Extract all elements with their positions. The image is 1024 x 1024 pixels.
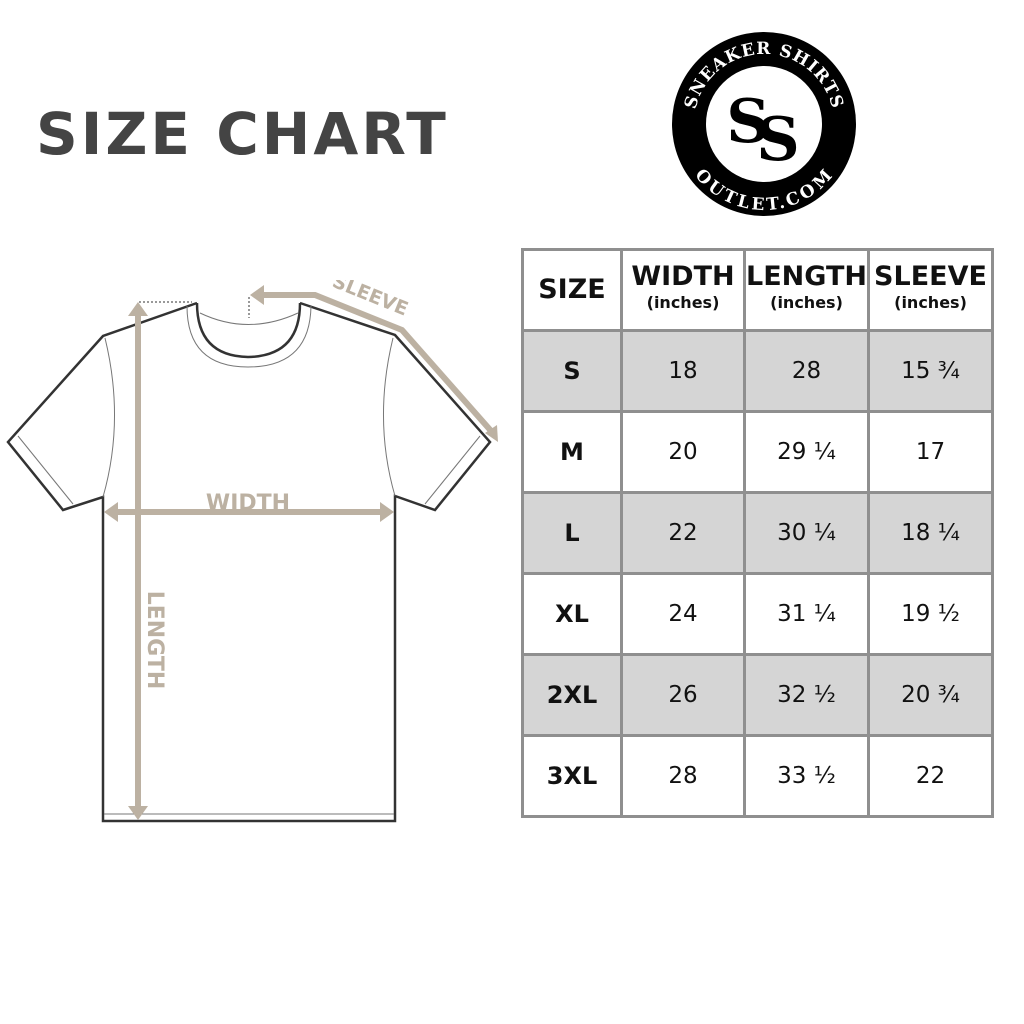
cell-length: 31 ¼ xyxy=(743,572,870,656)
table-row: 3XL 28 33 ½ 22 xyxy=(521,734,994,818)
cell-size: 3XL xyxy=(521,734,623,818)
cell-length: 29 ¼ xyxy=(743,410,870,494)
table-row: 2XL 26 32 ½ 20 ¾ xyxy=(521,653,994,737)
cell-length: 33 ½ xyxy=(743,734,870,818)
table-row: XL 24 31 ¼ 19 ½ xyxy=(521,572,994,656)
header-width: WIDTH (inches) xyxy=(620,248,746,332)
cell-size: XL xyxy=(521,572,623,656)
table-row: S 18 28 15 ¾ xyxy=(521,329,994,413)
cell-length: 30 ¼ xyxy=(743,491,870,575)
cell-sleeve: 15 ¾ xyxy=(867,329,994,413)
cell-width: 26 xyxy=(620,653,746,737)
cell-width: 24 xyxy=(620,572,746,656)
table-row: L 22 30 ¼ 18 ¼ xyxy=(521,491,994,575)
shirt-outline xyxy=(6,301,492,823)
cell-width: 28 xyxy=(620,734,746,818)
cell-size: M xyxy=(521,410,623,494)
tshirt-diagram: WIDTH LENGTH SLEEVE xyxy=(6,280,498,823)
header-sleeve: SLEEVE (inches) xyxy=(867,248,994,332)
table-header-row: SIZE WIDTH (inches) LENGTH (inches) SLEEVE… xyxy=(521,248,994,332)
size-table: SIZE WIDTH (inches) LENGTH (inches) SLEEVE… xyxy=(521,248,994,818)
header-size: SIZE xyxy=(521,248,623,332)
cell-size: L xyxy=(521,491,623,575)
header-length: LENGTH (inches) xyxy=(743,248,870,332)
cell-width: 20 xyxy=(620,410,746,494)
cell-width: 22 xyxy=(620,491,746,575)
width-label: WIDTH xyxy=(206,491,290,516)
cell-width: 18 xyxy=(620,329,746,413)
table-row: M 20 29 ¼ 17 xyxy=(521,410,994,494)
cell-sleeve: 20 ¾ xyxy=(867,653,994,737)
sneaker-shirts-logo: SNEAKER SHIRTS OUTLET.COM S S xyxy=(672,32,856,216)
cell-sleeve: 17 xyxy=(867,410,994,494)
cell-sleeve: 19 ½ xyxy=(867,572,994,656)
svg-text:S: S xyxy=(726,87,769,157)
cell-sleeve: 18 ¼ xyxy=(867,491,994,575)
cell-size: 2XL xyxy=(521,653,623,737)
cell-size: S xyxy=(521,329,623,413)
length-label: LENGTH xyxy=(142,591,167,690)
cell-length: 28 xyxy=(743,329,870,413)
page-title: SIZE CHART xyxy=(36,100,449,168)
cell-length: 32 ½ xyxy=(743,653,870,737)
cell-sleeve: 22 xyxy=(867,734,994,818)
svg-text:S: S xyxy=(756,105,799,175)
